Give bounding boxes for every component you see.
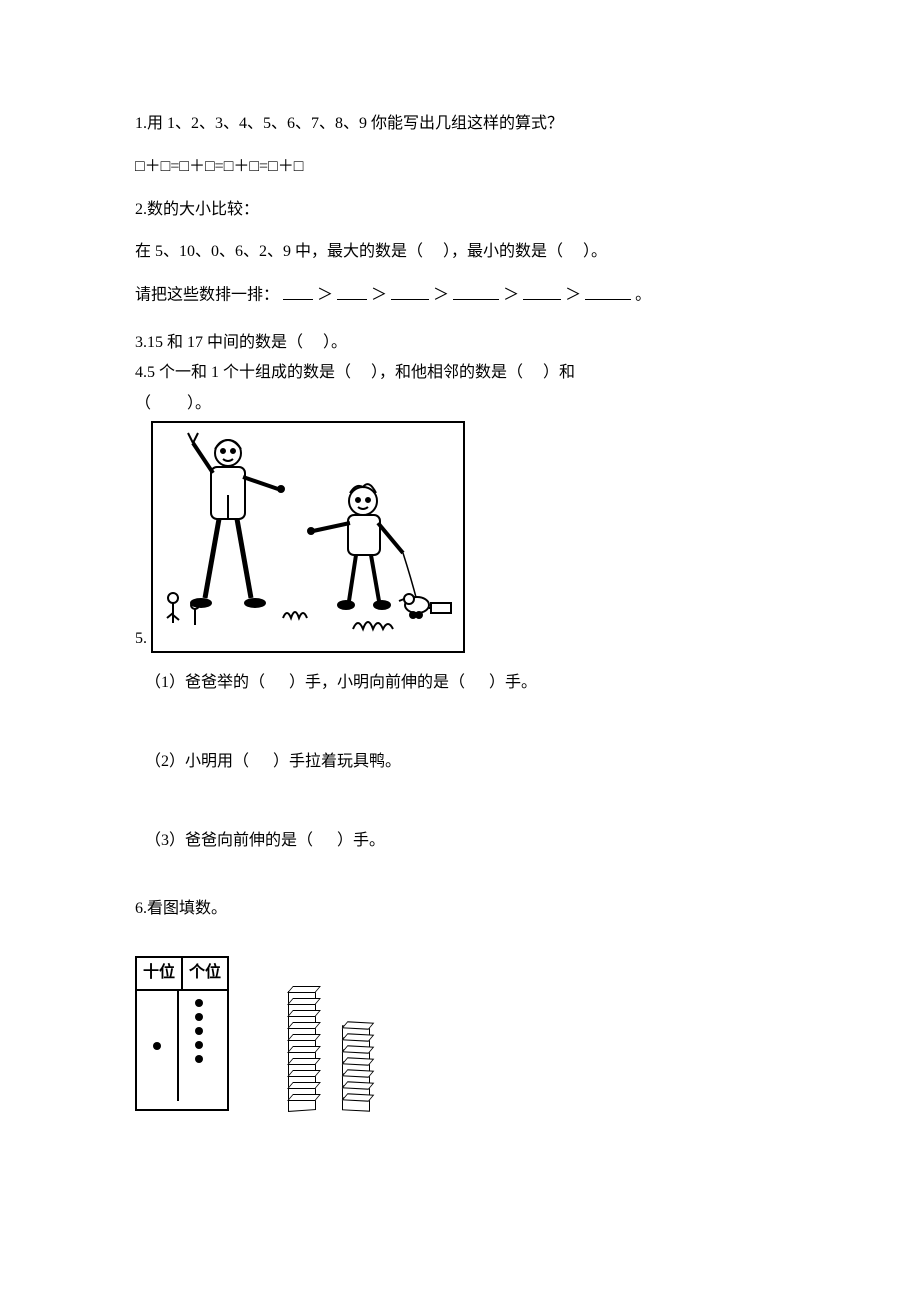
father-son-illustration — [151, 421, 465, 653]
q5-sub3: （3）爸爸向前伸的是（ ）手。 — [145, 827, 790, 856]
bead-icon — [195, 1013, 203, 1021]
cube-icon — [288, 1099, 322, 1111]
q4-a: 4.5 个一和 1 个十组成的数是（ — [135, 364, 351, 381]
bead-icon — [195, 1027, 203, 1035]
q5-row: 5. — [135, 421, 790, 653]
bead-icon — [195, 999, 203, 1007]
blank — [585, 281, 631, 300]
block-stacks — [288, 991, 376, 1111]
q4-e: ）。 — [187, 395, 211, 412]
q3-b: ）。 — [323, 334, 347, 351]
blank — [391, 281, 429, 300]
q4-line2: （ ）。 — [135, 390, 790, 419]
blank — [283, 281, 313, 300]
q5-sub2-b: ）手拉着玩具鸭。 — [273, 753, 401, 770]
bead-icon — [195, 1041, 203, 1049]
ones-column — [179, 991, 219, 1109]
q6-title: 6.看图填数。 — [135, 895, 790, 924]
q2-line2: 请把这些数排一排： ＞ ＞ ＞ ＞ ＞ 。 — [135, 281, 790, 310]
bead-icon — [153, 1042, 161, 1050]
q3-line: 3.15 和 17 中间的数是（ ）。 — [135, 329, 790, 358]
q2-line1-c: ）。 — [583, 243, 607, 260]
q4-line1: 4.5 个一和 1 个十组成的数是（ ），和他相邻的数是（ ）和 — [135, 359, 790, 388]
q2-title: 2.数的大小比较： — [135, 196, 790, 225]
bead-icon — [195, 1055, 203, 1063]
blank — [523, 281, 561, 300]
gt1: ＞ — [317, 287, 333, 304]
q2-line1-a: 在 5、10、0、6、2、9 中，最大的数是（ — [135, 243, 423, 260]
q4-c: ）和 — [543, 364, 575, 381]
q2-line1-b: ），最小的数是（ — [443, 243, 563, 260]
q5-sub1-c: ）手。 — [489, 674, 537, 691]
q5-sub2-a: （2）小明用（ — [145, 753, 249, 770]
block-stack-b — [342, 1027, 376, 1111]
q5-sub2: （2）小明用（ ）手拉着玩具鸭。 — [145, 748, 790, 777]
ones-header: 个位 — [183, 958, 227, 991]
q5-label: 5. — [135, 631, 147, 653]
tens-header: 十位 — [137, 958, 183, 991]
q2-line1: 在 5、10、0、6、2、9 中，最大的数是（ ），最小的数是（ ）。 — [135, 238, 790, 267]
q1-prompt: 1.用 1、2、3、4、5、6、7、8、9 你能写出几组这样的算式？ — [135, 110, 790, 139]
gt4: ＞ — [503, 287, 519, 304]
q5-sub3-b: ）手。 — [337, 832, 385, 849]
tens-column — [137, 991, 179, 1101]
q1-equation: □＋□=□＋□=□＋□=□＋□ — [135, 153, 790, 182]
q5-sub1-b: ）手，小明向前伸的是（ — [289, 674, 465, 691]
blank — [453, 281, 499, 300]
gt3: ＞ — [433, 287, 449, 304]
place-value-table: 十位 个位 — [135, 956, 229, 1111]
q2-line2-a: 请把这些数排一排： — [135, 287, 279, 304]
q5-sub1: （1）爸爸举的（ ）手，小明向前伸的是（ ）手。 — [145, 669, 790, 698]
q5-sub3-a: （3）爸爸向前伸的是（ — [145, 832, 313, 849]
gt2: ＞ — [371, 287, 387, 304]
block-stack-a — [288, 991, 322, 1111]
q4-d: （ — [135, 395, 151, 412]
gt5: ＞ — [565, 287, 581, 304]
q5-sub1-a: （1）爸爸举的（ — [145, 674, 265, 691]
q2-line2-end: 。 — [635, 287, 651, 304]
cube-icon — [342, 1099, 376, 1111]
q4-b: ），和他相邻的数是（ — [371, 364, 523, 381]
illustration-svg — [153, 423, 463, 651]
q3-a: 3.15 和 17 中间的数是（ — [135, 334, 303, 351]
blank — [337, 281, 367, 300]
q6-figures: 十位 个位 — [135, 938, 790, 1111]
